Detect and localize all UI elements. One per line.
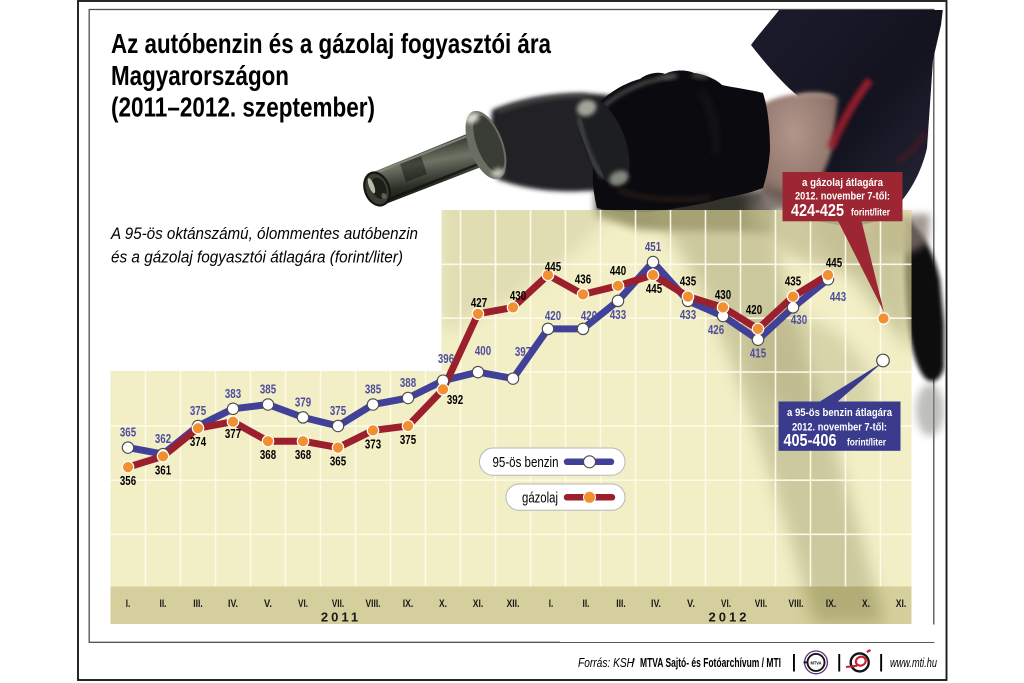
svg-text:397: 397 (515, 345, 531, 359)
svg-text:2012: 2012 (709, 610, 750, 625)
svg-text:415: 415 (750, 347, 766, 361)
svg-text:XII.: XII. (507, 598, 520, 610)
svg-text:VII.: VII. (755, 598, 768, 610)
svg-text:VI.: VI. (298, 598, 308, 610)
svg-text:MTVA Sajtó- és Fotóarchívum /: MTVA Sajtó- és Fotóarchívum / MTI (640, 655, 781, 670)
svg-text:IV.: IV. (228, 598, 238, 610)
svg-text:2012. november 7-től:: 2012. november 7-től: (795, 191, 890, 203)
svg-text:420: 420 (545, 309, 561, 323)
svg-text:377: 377 (225, 427, 241, 441)
svg-text:435: 435 (680, 275, 696, 289)
svg-text:445: 445 (826, 256, 842, 270)
svg-text:VIII.: VIII. (366, 598, 381, 610)
svg-text:430: 430 (715, 288, 731, 302)
svg-text:362: 362 (155, 432, 171, 446)
svg-text:MTVA: MTVA (811, 661, 822, 666)
svg-text:(2011–2012. szeptember): (2011–2012. szeptember) (111, 91, 375, 122)
svg-text:III.: III. (616, 598, 626, 610)
svg-text:II.: II. (160, 598, 167, 610)
svg-text:405-406: 405-406 (784, 430, 837, 450)
svg-text:373: 373 (365, 437, 381, 451)
svg-text:XI.: XI. (896, 598, 907, 610)
svg-text:433: 433 (610, 308, 626, 322)
svg-text:385: 385 (365, 383, 381, 397)
svg-text:és a gázolaj fogyasztói átlagá: és a gázolaj fogyasztói átlagára (forint… (111, 248, 403, 267)
svg-text:II.: II. (583, 598, 590, 610)
svg-text:375: 375 (400, 433, 416, 447)
svg-text:XI.: XI. (473, 598, 484, 610)
svg-text:V.: V. (264, 598, 272, 610)
svg-text:443: 443 (830, 290, 846, 304)
svg-text:368: 368 (295, 448, 311, 462)
svg-text:361: 361 (155, 463, 171, 477)
svg-text:95-ös benzin: 95-ös benzin (493, 454, 559, 471)
svg-text:385: 385 (260, 383, 276, 397)
svg-text:356: 356 (120, 474, 136, 488)
svg-text:IV.: IV. (651, 598, 661, 610)
svg-text:Az autóbenzin és a gázolaj fog: Az autóbenzin és a gázolaj fogyasztói ár… (111, 28, 552, 59)
svg-text:375: 375 (190, 404, 206, 418)
svg-text:VIII.: VIII. (789, 598, 804, 610)
svg-text:374: 374 (190, 435, 206, 449)
svg-text:A 95-ös oktánszámú, ólommentes: A 95-ös oktánszámú, ólommentes autóbenzi… (110, 224, 418, 243)
svg-text:420: 420 (746, 303, 762, 317)
svg-text:/: / (632, 656, 636, 670)
svg-text:VI.: VI. (721, 598, 731, 610)
svg-text:III.: III. (193, 598, 203, 610)
svg-text:Magyarországon: Magyarországon (111, 60, 289, 91)
svg-text:I.: I. (126, 598, 131, 610)
svg-text:365: 365 (120, 426, 136, 440)
svg-text:a gázolaj átlagára: a gázolaj átlagára (802, 177, 884, 189)
svg-text:400: 400 (475, 344, 491, 358)
svg-text:445: 445 (646, 282, 662, 296)
svg-text:X.: X. (862, 598, 870, 610)
svg-text:V.: V. (687, 598, 695, 610)
svg-text:368: 368 (260, 448, 276, 462)
svg-text:440: 440 (610, 264, 626, 278)
svg-text:383: 383 (225, 387, 241, 401)
svg-text:forint/liter: forint/liter (851, 207, 890, 218)
svg-text:445: 445 (545, 260, 561, 274)
svg-text:VII.: VII. (332, 598, 345, 610)
svg-text:396: 396 (438, 352, 454, 366)
svg-text:IX.: IX. (826, 598, 837, 610)
svg-text:gázolaj: gázolaj (522, 489, 558, 506)
svg-text:375: 375 (330, 404, 346, 418)
svg-text:420: 420 (581, 309, 597, 323)
svg-text:forint/liter: forint/liter (847, 438, 886, 449)
svg-text:392: 392 (447, 393, 463, 407)
svg-text:451: 451 (645, 240, 661, 254)
svg-text:433: 433 (680, 308, 696, 322)
svg-text:430: 430 (791, 313, 807, 327)
svg-text:427: 427 (471, 296, 487, 310)
svg-text:X.: X. (439, 598, 447, 610)
svg-text:2012. november 7-től:: 2012. november 7-től: (792, 421, 887, 433)
svg-text:435: 435 (785, 275, 801, 289)
svg-text:426: 426 (708, 323, 724, 337)
svg-text:430: 430 (510, 289, 526, 303)
svg-text:424-425: 424-425 (791, 200, 844, 220)
svg-text:IX.: IX. (403, 598, 414, 610)
svg-text:436: 436 (575, 272, 591, 286)
svg-text:388: 388 (400, 376, 416, 390)
svg-text:379: 379 (295, 395, 311, 409)
svg-text:I.: I. (549, 598, 554, 610)
svg-text:a 95-ös benzin átlagára: a 95-ös benzin átlagára (787, 407, 893, 419)
svg-text:365: 365 (330, 455, 346, 469)
svg-text:www.mti.hu: www.mti.hu (890, 655, 937, 670)
svg-text:2011: 2011 (321, 610, 361, 625)
svg-text:Forrás: KSH: Forrás: KSH (578, 655, 635, 670)
